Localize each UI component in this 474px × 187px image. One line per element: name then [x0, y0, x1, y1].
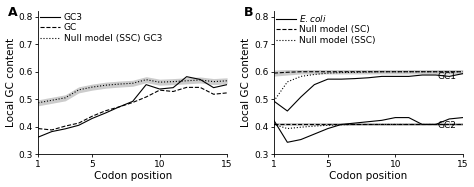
Text: A: A — [8, 6, 18, 19]
Legend: GC3, GC, Null model (SSC) GC3: GC3, GC, Null model (SSC) GC3 — [39, 12, 163, 44]
Text: B: B — [244, 6, 253, 19]
Text: GC2: GC2 — [437, 121, 456, 130]
X-axis label: Codon position: Codon position — [93, 171, 172, 181]
Legend: $\it{E. coli}$, Null model (SC), Null model (SSC): $\it{E. coli}$, Null model (SC), Null mo… — [275, 12, 376, 46]
Y-axis label: Local GC content: Local GC content — [241, 38, 251, 127]
Y-axis label: Local GC content: Local GC content — [6, 38, 16, 127]
Text: GC1: GC1 — [437, 72, 456, 81]
X-axis label: Codon position: Codon position — [329, 171, 408, 181]
